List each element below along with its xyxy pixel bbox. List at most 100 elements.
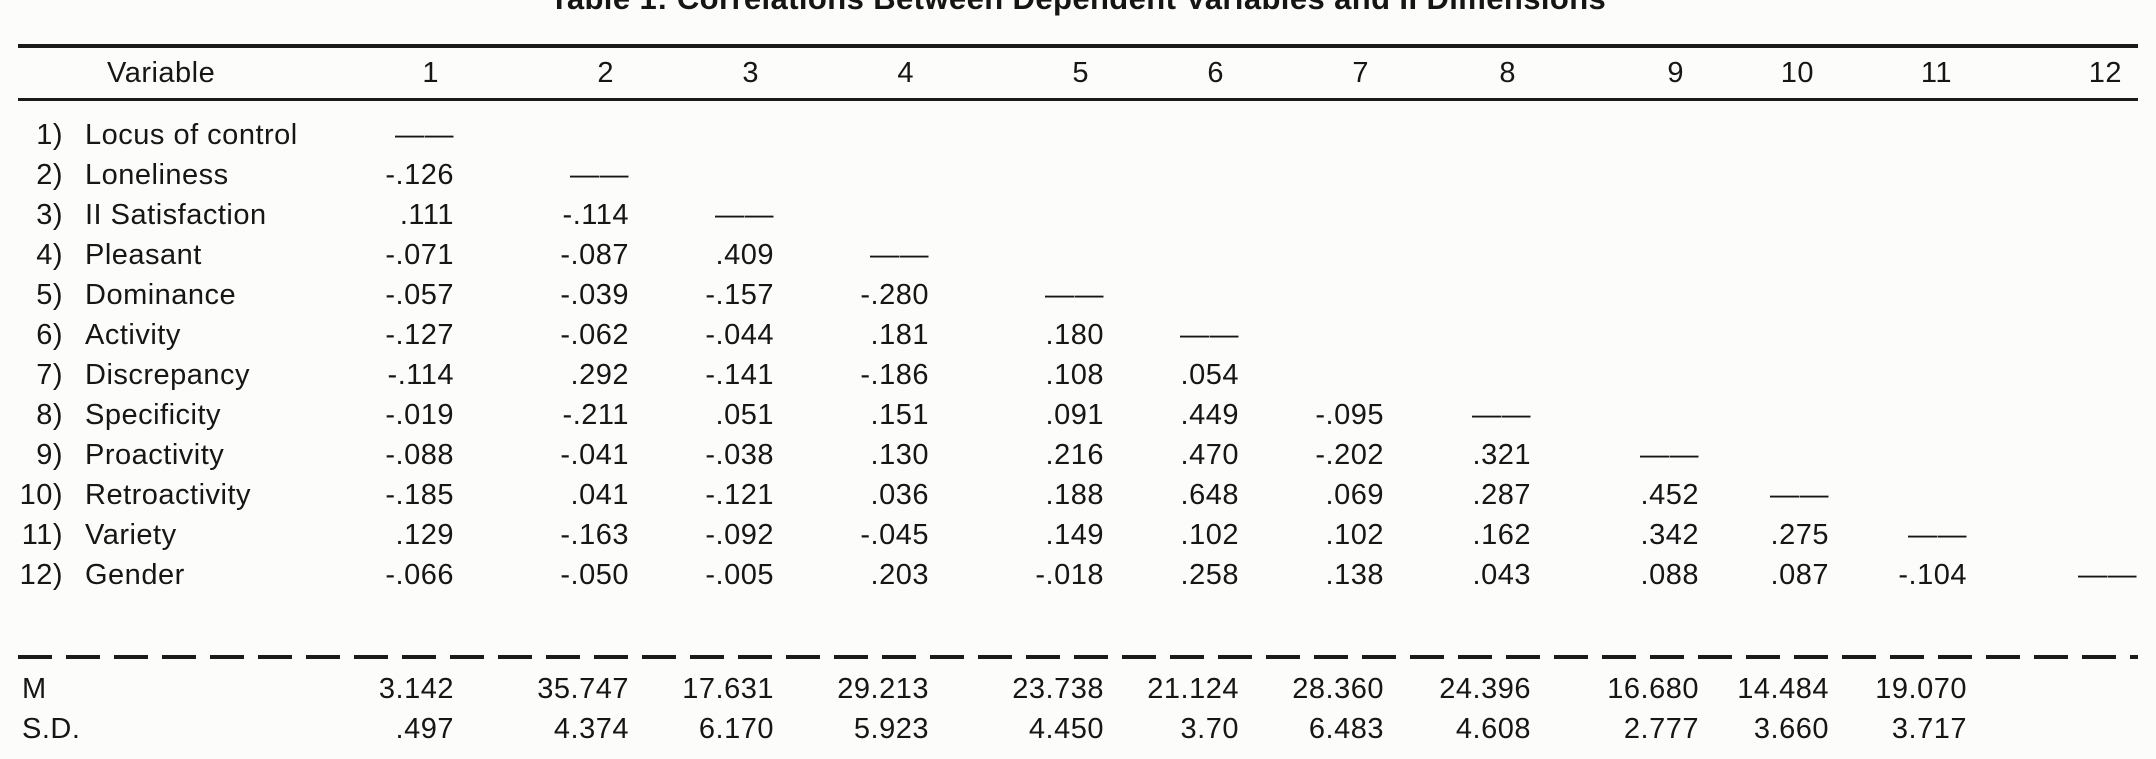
cell-value: -.018 <box>1035 558 1104 591</box>
stats-value: 3.142 <box>378 672 454 705</box>
column-header-7: 7 <box>1240 48 1385 101</box>
stats-value <box>1968 709 2138 749</box>
stats-value: 4.374 <box>553 712 629 745</box>
cell-value: -.202 <box>1315 438 1384 471</box>
cell-value: -.092 <box>705 518 774 551</box>
table-header: Variable 1 2 3 4 5 6 7 8 9 10 11 12 <box>18 48 2138 101</box>
cell-value: .138 <box>1325 558 1384 591</box>
header-row: Variable 1 2 3 4 5 6 7 8 9 10 11 12 <box>18 48 2138 101</box>
cell-value <box>1830 275 1968 315</box>
cell-value: .088 <box>1640 558 1699 591</box>
cell-value: —— <box>1180 318 1239 351</box>
row-number: 5) <box>36 278 63 311</box>
cell-value <box>1532 235 1700 275</box>
row-label: Activity <box>85 318 181 351</box>
cell-value <box>1385 235 1532 275</box>
stats-row: S.D. .497 4.374 6.170 5.923 4.450 3.70 6… <box>18 709 2138 749</box>
cell-value <box>1532 275 1700 315</box>
row-label: Gender <box>85 558 185 591</box>
table-row: 6) Activity -.127 -.062 -.044 .181 .180 … <box>18 315 2138 355</box>
stats-value: 3.717 <box>1891 712 1967 745</box>
cell-value: —— <box>1908 518 1967 551</box>
cell-value: .275 <box>1770 518 1829 551</box>
cell-value <box>1830 155 1968 195</box>
cell-value: -.005 <box>705 558 774 591</box>
cell-value <box>1532 155 1700 195</box>
stats-value <box>1968 669 2138 709</box>
cell-value: -.045 <box>860 518 929 551</box>
cell-value: -.019 <box>385 398 454 431</box>
cell-value <box>930 195 1105 235</box>
cell-value <box>1532 195 1700 235</box>
cell-value: .149 <box>1045 518 1104 551</box>
stats-row: M 3.142 35.747 17.631 29.213 23.738 21.1… <box>18 669 2138 709</box>
cell-value <box>1968 435 2138 475</box>
cell-value <box>1532 100 1700 156</box>
cell-value: .102 <box>1325 518 1384 551</box>
column-header-5: 5 <box>930 48 1105 101</box>
cell-value <box>1700 235 1830 275</box>
cell-value <box>775 195 930 235</box>
cell-value: -.186 <box>860 358 929 391</box>
cell-value: -.088 <box>385 438 454 471</box>
row-label: Locus of control <box>85 118 298 151</box>
cell-value: —— <box>1640 438 1699 471</box>
cell-value: .258 <box>1180 558 1239 591</box>
cell-value: —— <box>2078 558 2137 591</box>
cell-value <box>1830 395 1968 435</box>
table-row: 2) Loneliness -.126 —— <box>18 155 2138 195</box>
cell-value: .287 <box>1472 478 1531 511</box>
row-number: 4) <box>36 238 63 271</box>
cell-value: -.280 <box>860 278 929 311</box>
cell-value: .409 <box>715 238 774 271</box>
row-label: Variety <box>85 518 177 551</box>
row-number: 12) <box>19 558 63 591</box>
cell-value <box>1830 235 1968 275</box>
column-header-4: 4 <box>775 48 930 101</box>
stats-value: 29.213 <box>837 672 929 705</box>
cell-value: .188 <box>1045 478 1104 511</box>
cell-value: .321 <box>1472 438 1531 471</box>
cell-value: —— <box>870 238 929 271</box>
correlation-rows: 1) Locus of control —— 2) Loneliness -.1… <box>18 100 2138 596</box>
stats-value: 16.680 <box>1607 672 1699 705</box>
stats-value: 3.70 <box>1180 712 1239 745</box>
cell-value <box>1700 100 1830 156</box>
row-label: Discrepancy <box>85 358 251 391</box>
cell-value: —— <box>1472 398 1531 431</box>
cell-value: .108 <box>1045 358 1104 391</box>
cell-value <box>1532 315 1700 355</box>
table-row: 8) Specificity -.019 -.211 .051 .151 .09… <box>18 395 2138 435</box>
cell-value <box>1105 195 1240 235</box>
cell-value: -.038 <box>705 438 774 471</box>
cell-value <box>1968 235 2138 275</box>
cell-value <box>1532 395 1700 435</box>
stats-value: 6.170 <box>698 712 774 745</box>
cell-value: -.141 <box>705 358 774 391</box>
cell-value: .091 <box>1045 398 1104 431</box>
stats-value: 5.923 <box>853 712 929 745</box>
cell-value <box>1968 195 2138 235</box>
column-header-3: 3 <box>630 48 775 101</box>
stats-value: 35.747 <box>537 672 629 705</box>
row-number: 3) <box>36 198 63 231</box>
table-row: 9) Proactivity -.088 -.041 -.038 .130 .2… <box>18 435 2138 475</box>
cell-value <box>1968 395 2138 435</box>
cell-value <box>1385 155 1532 195</box>
cell-value <box>1968 100 2138 156</box>
separator-cell <box>18 595 2138 669</box>
cell-value: -.121 <box>705 478 774 511</box>
cell-value <box>1968 315 2138 355</box>
cell-value <box>930 235 1105 275</box>
summary-stats-rows: M 3.142 35.747 17.631 29.213 23.738 21.1… <box>18 669 2138 749</box>
cell-value <box>1385 315 1532 355</box>
row-number: 2) <box>36 158 63 191</box>
cell-value <box>1830 195 1968 235</box>
cell-value <box>1105 275 1240 315</box>
cell-value <box>1240 355 1385 395</box>
cell-value <box>1385 355 1532 395</box>
cell-value: —— <box>1045 278 1104 311</box>
cell-value <box>1968 475 2138 515</box>
cell-value <box>1105 235 1240 275</box>
